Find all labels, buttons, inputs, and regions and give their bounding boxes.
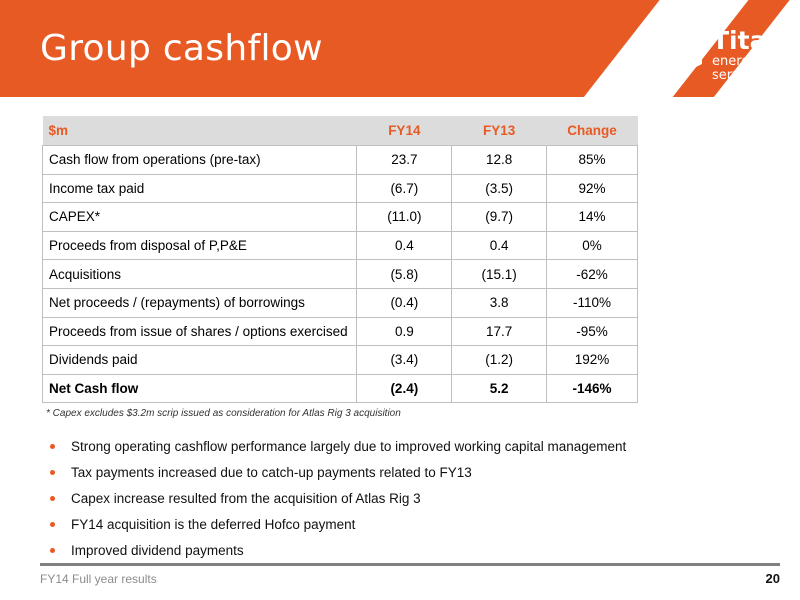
cell-fy13: 5.2 [451,373,548,404]
table-footnote: * Capex excludes $3.2m scrip issued as c… [46,408,401,419]
cell-fy14: (11.0) [356,202,453,232]
cell-change: 192% [546,345,638,375]
bullet-dot-icon [50,444,55,450]
titan-logo: Titan energy services [660,24,790,86]
cell-change: 14% [546,202,638,232]
cell-change: -146% [546,373,638,404]
header-banner: Group cashflow Titan energy services [0,0,800,97]
cell-change: -110% [546,287,638,318]
cell-change: 85% [546,145,638,175]
cell-change: 92% [546,173,638,204]
bullet-dot-icon [50,547,55,553]
cell-fy14: (2.4) [356,373,453,404]
row-label: Cash flow from operations (pre-tax) [41,145,358,175]
cell-fy13: (3.5) [451,173,548,204]
cell-fy13: 17.7 [451,316,548,347]
row-label: Proceeds from issue of shares / options … [41,316,358,347]
cell-fy13: 3.8 [451,287,548,318]
table-row: Net proceeds / (repayments) of borrowing… [41,287,638,318]
row-label: Income tax paid [41,173,358,204]
cell-fy13: (1.2) [451,345,548,375]
column-header: Change [546,116,638,146]
bullet-item: Improved dividend payments [50,537,626,563]
logo-subtitle: energy services [712,55,765,83]
table-total-row: Net Cash flow (2.4) 5.2 -146% [41,373,638,404]
page-title: Group cashflow [40,28,323,69]
cell-fy14: (3.4) [356,345,453,375]
table-row: Acquisitions (5.8) (15.1) -62% [41,259,638,289]
table-row: CAPEX* (11.0) (9.7) 14% [41,202,638,232]
footer-divider [40,563,780,566]
cell-change: 0% [546,230,638,261]
bullet-item: Capex increase resulted from the acquisi… [50,486,626,512]
column-header: $m [42,116,357,146]
table-row: Proceeds from disposal of P,P&E 0.4 0.4 … [41,230,638,261]
cashflow-table: $m FY14 FY13 Change Cash flow from opera… [41,116,638,404]
cell-fy13: (15.1) [451,259,548,289]
row-label: Proceeds from disposal of P,P&E [41,230,358,261]
row-label: Net Cash flow [41,373,358,404]
logo-sub-line1: energy [712,54,758,69]
bullet-item: Strong operating cashflow performance la… [50,434,626,460]
row-label: Net proceeds / (repayments) of borrowing… [41,287,358,318]
table-row: Cash flow from operations (pre-tax) 23.7… [41,145,638,175]
row-label: Acquisitions [41,259,358,289]
cell-fy13: 0.4 [451,230,548,261]
bullet-text: Improved dividend payments [71,542,244,558]
cell-fy14: 0.4 [356,230,453,261]
bullet-text: Strong operating cashflow performance la… [71,439,627,455]
cell-fy14: (6.7) [356,173,453,204]
cell-fy14: (5.8) [356,259,453,289]
bullet-item: FY14 acquisition is the deferred Hofco p… [50,511,626,537]
footer-caption: FY14 Full year results [40,572,157,586]
cell-fy13: (9.7) [451,202,548,232]
column-header: FY13 [451,116,547,146]
table-row: Proceeds from issue of shares / options … [41,316,638,347]
logo-name: Titan [712,26,785,55]
bullet-dot-icon [50,495,55,501]
page-number: 20 [765,571,780,586]
cell-change: -62% [546,259,638,289]
cell-change: -95% [546,316,638,347]
row-label: Dividends paid [41,345,358,375]
table-row: Income tax paid (6.7) (3.5) 92% [41,173,638,204]
bullet-text: FY14 acquisition is the deferred Hofco p… [71,516,356,532]
cell-fy14: 23.7 [356,145,453,175]
bullet-list: Strong operating cashflow performance la… [50,434,626,563]
bullet-text: Capex increase resulted from the acquisi… [71,490,421,506]
titan-logo-icon [662,26,702,74]
bullet-dot-icon [50,470,55,476]
cell-fy14: 0.9 [356,316,453,347]
row-label: CAPEX* [41,202,358,232]
cell-fy13: 12.8 [451,145,548,175]
bullet-text: Tax payments increased due to catch-up p… [71,465,472,481]
bullet-dot-icon [50,521,55,527]
table-row: Dividends paid (3.4) (1.2) 192% [41,345,638,375]
column-header: FY14 [356,116,452,146]
logo-sub-line2: services [712,68,766,83]
cell-fy14: (0.4) [356,287,453,318]
bullet-item: Tax payments increased due to catch-up p… [50,460,626,486]
table-header-row: $m FY14 FY13 Change [42,116,638,146]
